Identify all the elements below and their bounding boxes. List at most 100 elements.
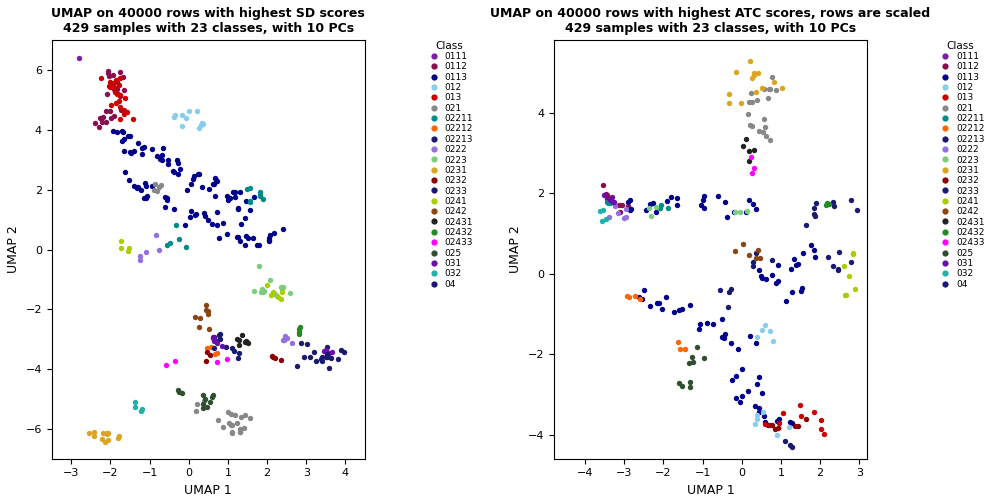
Point — [144, 182, 160, 190]
Point — [749, 333, 765, 341]
Point — [648, 209, 664, 217]
Point — [72, 54, 88, 62]
Point — [331, 355, 347, 363]
Point — [788, 261, 804, 269]
Point — [204, 393, 220, 401]
Point — [751, 127, 767, 135]
Point — [292, 323, 308, 331]
Point — [103, 101, 119, 109]
Point — [185, 175, 202, 183]
Point — [165, 168, 181, 176]
Point — [245, 234, 261, 242]
Point — [668, 201, 684, 209]
Point — [727, 247, 743, 255]
Point — [697, 354, 713, 362]
Point — [613, 208, 629, 216]
Point — [98, 106, 114, 114]
Point — [313, 353, 330, 361]
Point — [224, 428, 240, 436]
Point — [127, 399, 143, 407]
Point — [670, 305, 686, 313]
Point — [746, 146, 762, 154]
Point — [681, 384, 698, 392]
Title: UMAP on 40000 rows with highest ATC scores, rows are scaled
429 samples with 23 : UMAP on 40000 rows with highest ATC scor… — [491, 7, 930, 35]
Point — [167, 357, 183, 365]
Point — [845, 249, 861, 258]
Point — [784, 288, 800, 296]
Point — [748, 205, 764, 213]
Point — [324, 348, 340, 356]
Point — [603, 196, 619, 204]
Point — [742, 57, 758, 65]
Point — [208, 350, 224, 358]
Point — [252, 188, 268, 197]
Point — [307, 357, 324, 365]
Point — [748, 254, 764, 262]
Point — [116, 147, 132, 155]
Point — [601, 213, 617, 221]
Point — [721, 99, 737, 107]
Point — [741, 98, 757, 106]
Point — [275, 225, 291, 233]
Point — [319, 343, 335, 351]
Point — [205, 334, 221, 342]
Point — [712, 286, 728, 294]
Point — [603, 195, 619, 203]
Point — [174, 122, 191, 131]
Point — [276, 336, 292, 344]
Point — [654, 304, 670, 312]
Point — [620, 199, 636, 207]
Point — [627, 292, 643, 300]
Point — [237, 411, 253, 419]
Point — [714, 316, 730, 324]
Point — [232, 188, 248, 196]
Point — [116, 136, 132, 144]
Point — [643, 212, 659, 220]
Point — [145, 185, 161, 194]
Point — [322, 364, 338, 372]
Point — [100, 69, 116, 77]
Point — [159, 196, 175, 204]
Point — [694, 201, 710, 209]
Point — [198, 357, 214, 365]
Point — [154, 156, 170, 164]
Point — [122, 148, 138, 156]
Point — [770, 277, 786, 285]
Point — [147, 180, 163, 188]
Point — [730, 345, 746, 353]
Point — [710, 192, 726, 200]
Point — [148, 152, 164, 160]
Point — [120, 132, 136, 140]
Point — [747, 420, 763, 428]
Point — [748, 339, 764, 347]
Point — [274, 283, 290, 291]
Point — [207, 336, 223, 344]
Point — [194, 119, 210, 128]
Point — [744, 98, 760, 106]
Point — [738, 208, 754, 216]
Point — [618, 213, 634, 221]
Point — [748, 249, 764, 257]
Point — [614, 201, 630, 209]
Point — [188, 400, 205, 408]
Point — [129, 184, 145, 193]
Point — [121, 176, 137, 184]
Point — [721, 288, 737, 296]
Point — [291, 325, 307, 333]
Point — [743, 153, 759, 161]
Point — [132, 252, 148, 260]
Point — [757, 322, 773, 330]
Point — [208, 174, 224, 182]
Point — [114, 128, 130, 136]
Point — [769, 431, 785, 439]
Point — [169, 170, 185, 178]
Point — [745, 262, 761, 270]
Point — [818, 201, 835, 209]
Point — [207, 193, 223, 201]
Point — [134, 150, 150, 158]
Point — [743, 121, 759, 129]
Point — [778, 297, 794, 305]
Point — [831, 265, 847, 273]
Point — [127, 404, 143, 412]
Point — [792, 401, 808, 409]
